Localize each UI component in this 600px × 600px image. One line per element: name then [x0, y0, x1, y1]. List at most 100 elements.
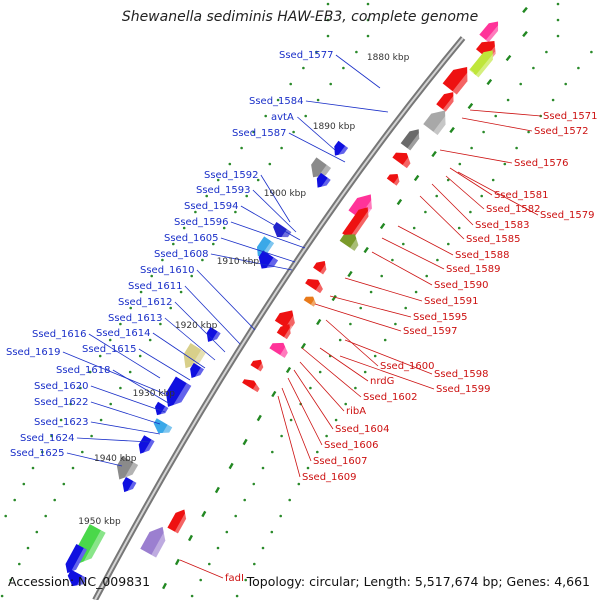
- track-dot-3-244: [447, 242, 450, 246]
- track-dot-1-468: [71, 466, 75, 470]
- genome-title: Shewanella sediminis HAW-EB3, complete g…: [121, 9, 479, 25]
- track-dot-0-452: [41, 450, 44, 454]
- scale-label: 1880 kbp: [367, 53, 410, 63]
- track-dot-3-468: [306, 466, 310, 470]
- gene-label-Ssed_1619: Ssed_1619: [6, 347, 61, 358]
- track-dot-1-596: [0, 594, 4, 598]
- scale-label: 1910 kbp: [217, 257, 260, 267]
- gene-reverse-19: [242, 379, 262, 393]
- track-dot-0-132: [252, 130, 255, 134]
- genome-backbone-highlight: [94, 37, 464, 600]
- scale-tick-106: [467, 102, 474, 110]
- track-dot-2-20: [556, 18, 560, 22]
- track-dot-1-292: [179, 290, 183, 294]
- gene-label-Ssed_1606: Ssed_1606: [324, 440, 379, 451]
- track-dot-1-340: [148, 338, 152, 342]
- leader-Ssed_1597: [314, 303, 402, 332]
- track-dot-2-468: [261, 466, 265, 470]
- scale-tick-10: [522, 6, 528, 14]
- leader-Ssed_1618: [112, 369, 171, 405]
- track-dot-3-260: [436, 258, 439, 262]
- scale-label: 1930 kbp: [133, 389, 176, 399]
- track-dot-1-260: [201, 258, 204, 262]
- track-dot-0-4: [326, 2, 330, 6]
- track-dot-3-404: [344, 402, 348, 406]
- track-dot-1-420: [99, 418, 103, 422]
- leader-Ssed_1616: [88, 333, 161, 379]
- track-dot-3-308: [404, 306, 408, 310]
- leader-Ssed_1608: [210, 253, 293, 271]
- gene-label-Ssed_1585: Ssed_1585: [466, 234, 521, 245]
- gene-label-Ssed_1610: Ssed_1610: [140, 265, 195, 276]
- leader-Ssed_1590: [371, 251, 433, 286]
- track-dot-0-100: [276, 98, 280, 102]
- track-dot-2-148: [470, 146, 473, 150]
- track-dot-0-84: [289, 82, 293, 86]
- leader-Ssed_1588: [397, 225, 454, 256]
- track-dot-1-196: [245, 194, 248, 198]
- gene-label-Ssed_1599: Ssed_1599: [436, 384, 491, 395]
- track-dot-2-548: [216, 546, 220, 550]
- gene-labels: 1880 kbp 1890 kbp 1900 kbp 1910 kbp 1920 kbp…: [6, 50, 598, 584]
- gene-forward-33: [153, 418, 173, 438]
- gene-reverse-5: [423, 110, 453, 135]
- track-dot-2-596: [190, 594, 194, 598]
- track-dot-3-484: [297, 482, 301, 486]
- track-dot-2-276: [380, 274, 384, 278]
- track-dot-2-340: [338, 338, 342, 342]
- leader-Ssed_1587: [288, 132, 346, 163]
- leader-Ssed_1571: [469, 109, 542, 117]
- track-dot-3-180: [491, 178, 495, 182]
- leader-Ssed_1584: [305, 100, 389, 113]
- track-dot-3-68: [577, 66, 580, 70]
- gene-forward-28: [206, 326, 221, 346]
- track-dot-2-516: [234, 514, 237, 518]
- gene-label-Ssed_1593: Ssed_1593: [196, 185, 251, 196]
- track-dot-0-196: [205, 194, 208, 198]
- topology-text: Topology: circular; Length: 5,517,674 bp…: [246, 574, 590, 589]
- track-dot-1-516: [44, 514, 47, 518]
- gene-reverse-14: [303, 296, 319, 307]
- gene-reverse-12: [313, 261, 330, 275]
- scale-tick-394: [271, 390, 277, 398]
- gene-reverse-7: [392, 152, 415, 169]
- gene-label-Ssed_1571: Ssed_1571: [543, 111, 598, 122]
- leader-Ssed_1622: [90, 401, 161, 425]
- track-dot-0-516: [4, 514, 7, 518]
- scale-tick-370: [285, 366, 292, 374]
- gene-forward-34: [138, 435, 155, 457]
- scale-tick-274: [347, 270, 353, 278]
- track-dot-2-196: [435, 194, 439, 198]
- gene-label-Ssed_1613: Ssed_1613: [108, 313, 163, 324]
- leader-avtA: [297, 116, 336, 151]
- track-dot-2-228: [412, 226, 416, 230]
- gene-label-Ssed_1584: Ssed_1584: [249, 96, 304, 107]
- track-dot-2-36: [556, 34, 560, 38]
- scale-tick-154: [431, 150, 437, 158]
- track-dot-0-36: [326, 34, 330, 38]
- scale-tick-298: [331, 294, 337, 302]
- gene-reverse-11: [339, 234, 363, 251]
- gene-label-Ssed_1591: Ssed_1591: [424, 296, 479, 307]
- track-dot-1-372: [128, 370, 132, 374]
- track-dot-3-164: [503, 162, 507, 166]
- gene-label-Ssed_1620: Ssed_1620: [34, 381, 89, 392]
- leader-Ssed_1609: [277, 395, 301, 478]
- track-dot-0-500: [13, 498, 16, 502]
- leader-Ssed_1585: [419, 195, 465, 240]
- track-dot-2-100: [506, 98, 510, 102]
- leader-Ssed_1583: [431, 183, 474, 226]
- gene-reverse-6: [400, 129, 424, 151]
- track-dot-3-564: [253, 562, 256, 566]
- scale-tick-514: [201, 510, 207, 518]
- scale-ticks: [162, 6, 528, 590]
- track-dot-2-372: [318, 370, 322, 374]
- gene-reverse-21: [140, 526, 171, 558]
- track-dot-3-84: [564, 82, 567, 86]
- track-dot-0-340: [108, 338, 112, 342]
- track-dot-3-276: [425, 274, 429, 278]
- track-dot-3-500: [288, 498, 292, 502]
- track-dot-0-372: [88, 370, 92, 374]
- gene-label-Ssed_1624: Ssed_1624: [20, 433, 75, 444]
- gene-label-avtA: avtA: [271, 112, 294, 123]
